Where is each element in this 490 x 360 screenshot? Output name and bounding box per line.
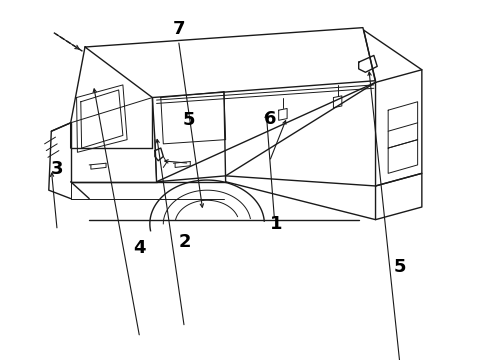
- Text: 5: 5: [393, 258, 406, 276]
- Text: 5: 5: [183, 112, 196, 130]
- Text: 7: 7: [173, 21, 185, 39]
- Text: 4: 4: [133, 239, 146, 257]
- Text: 2: 2: [179, 233, 192, 251]
- Text: 1: 1: [270, 215, 282, 233]
- Text: 6: 6: [264, 110, 276, 128]
- Text: 3: 3: [51, 160, 64, 178]
